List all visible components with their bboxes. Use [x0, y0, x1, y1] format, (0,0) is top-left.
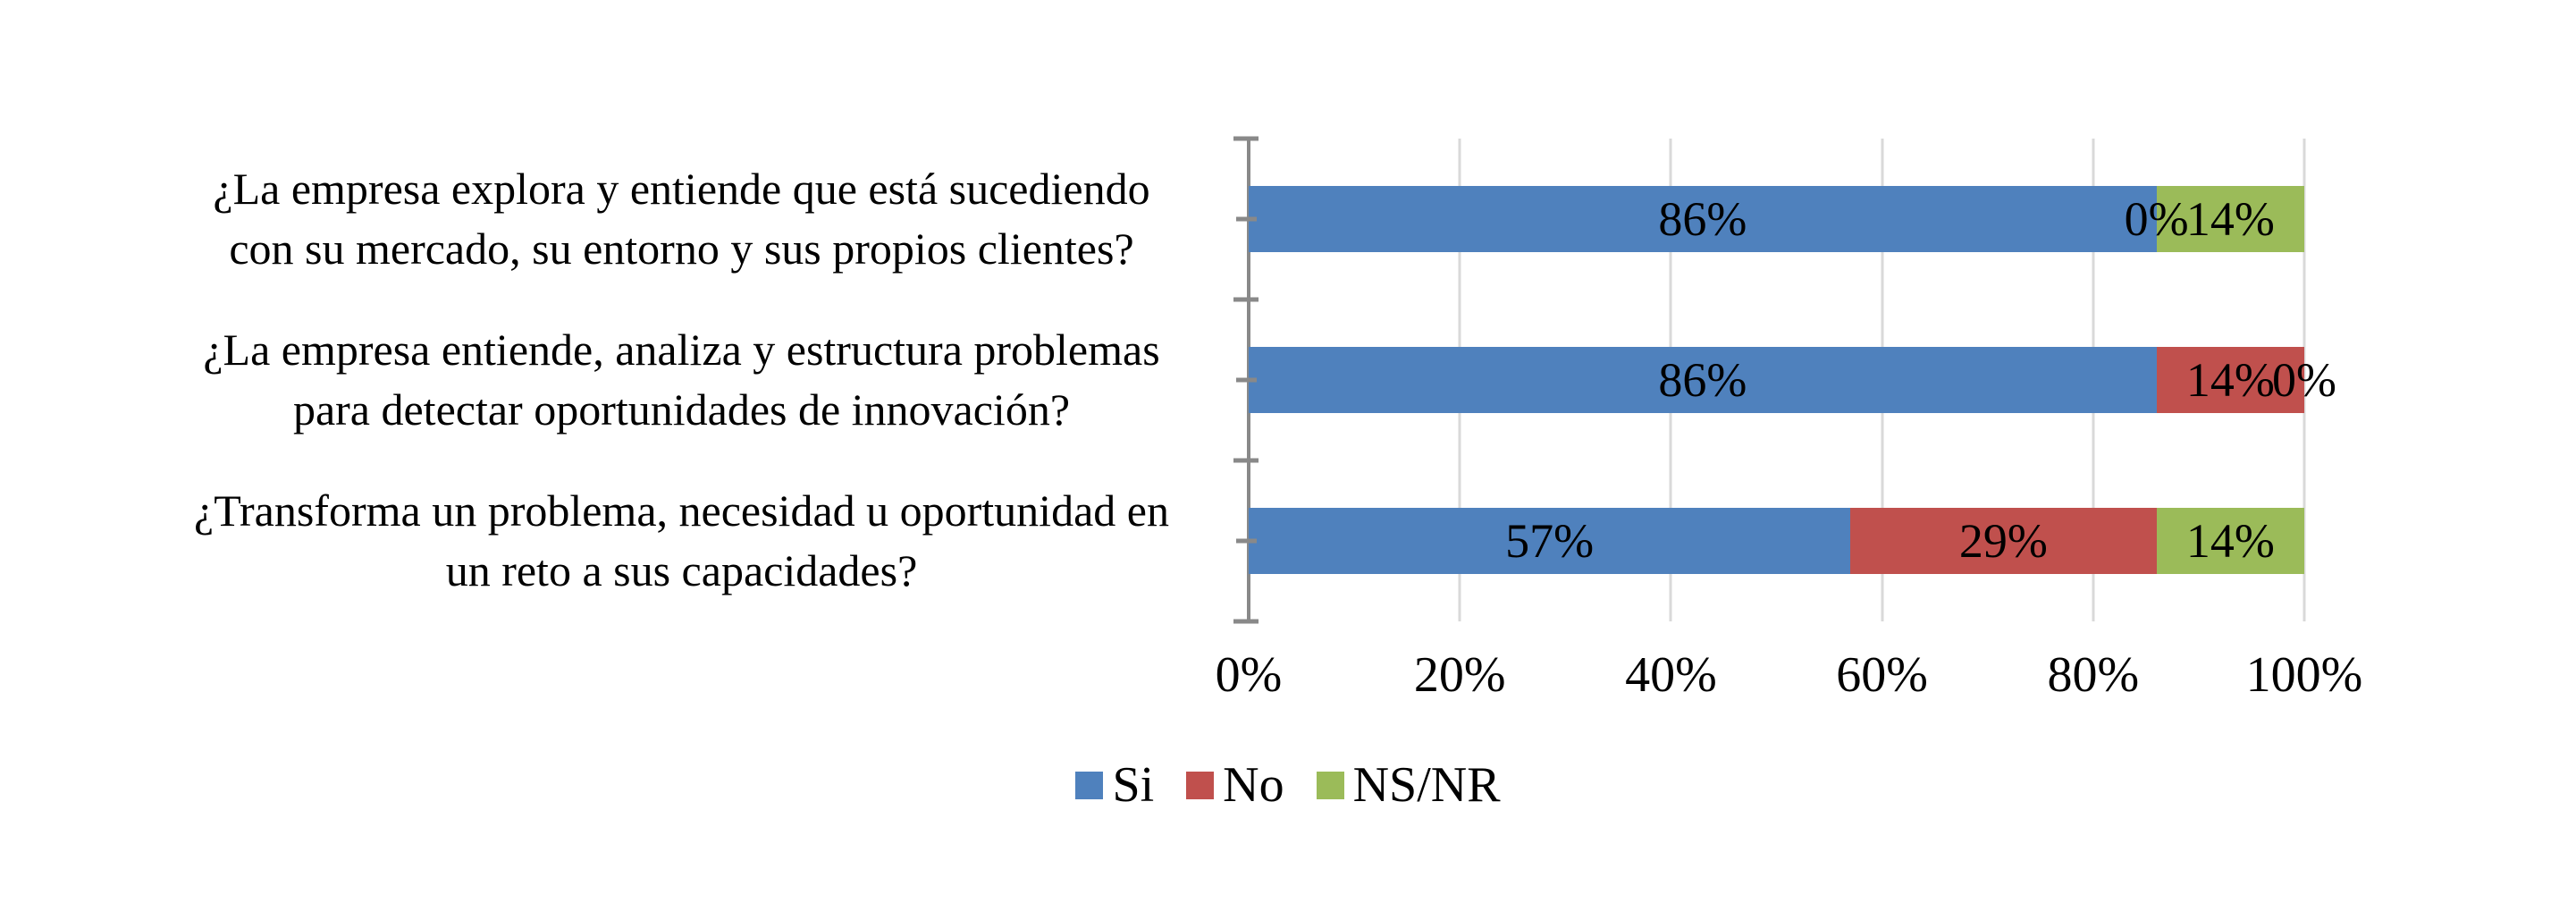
y-axis-tick — [1233, 619, 1259, 624]
gridline-100% — [2302, 139, 2306, 621]
y-axis-tick — [1236, 538, 1257, 544]
bar-segment-ns-nr — [2156, 186, 2304, 252]
bar-segment-ns-nr — [2156, 508, 2304, 574]
y-axis-tick — [1236, 377, 1257, 383]
bar-segment-si — [1249, 508, 1851, 574]
legend-label: Si — [1112, 757, 1155, 813]
bar-row-2: 86% 14% 0% — [1249, 347, 2336, 413]
legend-swatch-icon — [1075, 771, 1104, 799]
x-tick-label-60%: 60% — [1836, 647, 1928, 703]
bar-segment-no — [2156, 347, 2304, 413]
data-label: 14% — [2185, 353, 2275, 407]
legend-item-ns-nr: NS/NR — [1316, 757, 1501, 813]
bar-segment-si — [1249, 186, 2157, 252]
x-tick-label-80%: 80% — [2047, 647, 2140, 703]
legend-swatch-icon — [1186, 771, 1215, 799]
data-label: 14% — [2185, 192, 2275, 246]
x-tick-label-0%: 0% — [1215, 647, 1283, 703]
x-tick-label-100%: 100% — [2245, 647, 2363, 703]
bar-segment-si — [1249, 347, 2157, 413]
category-label-1: ¿La empresa explora y entiende que está … — [213, 164, 1150, 274]
legend-item-no: No — [1186, 760, 1284, 810]
y-axis-tick — [1233, 297, 1259, 302]
bar-row-3: 57% 29% 14% — [1249, 508, 2304, 574]
data-label: 57% — [1505, 514, 1595, 568]
data-label: 86% — [1658, 192, 1747, 246]
x-tick-label-20%: 20% — [1413, 647, 1506, 703]
legend: Si No NS/NR — [0, 760, 2576, 810]
data-label: 29% — [1958, 514, 2048, 568]
y-axis-tick — [1233, 458, 1259, 463]
category-label-2: ¿La empresa entiende, analiza y estructu… — [203, 325, 1160, 435]
data-label: 0% — [2124, 192, 2189, 246]
data-label: 14% — [2185, 514, 2275, 568]
legend-item-si: Si — [1075, 760, 1154, 810]
data-label: 86% — [1658, 353, 1747, 407]
y-axis-tick — [1233, 136, 1259, 141]
bar-row-1: 86% 0% 14% — [1249, 186, 2304, 252]
legend-swatch-icon — [1316, 771, 1344, 799]
data-label: 0% — [2272, 353, 2336, 407]
y-axis-tick — [1236, 216, 1257, 222]
x-axis-tick-labels: 0% 20% 40% 60% 80% 100% — [1216, 646, 2363, 708]
x-tick-label-40%: 40% — [1625, 647, 1717, 703]
plot-area: 86% 0% 14% 86% 14% 0% 57% 29% 14% — [1233, 136, 2336, 624]
legend-label: No — [1223, 757, 1284, 813]
legend-label: NS/NR — [1352, 757, 1501, 813]
category-label-3: ¿Transforma un problema, necesidad u opo… — [194, 485, 1169, 595]
bar-segment-no — [1850, 508, 2157, 574]
